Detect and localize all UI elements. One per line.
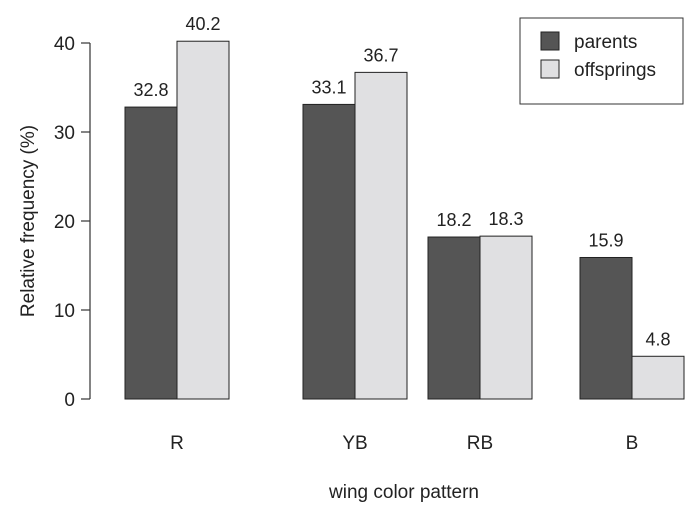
- bar-offsprings-YB: [354, 71, 408, 400]
- bar-parents-B: [579, 256, 633, 400]
- bar-parents-R: [124, 106, 178, 400]
- legend: parents offsprings: [519, 17, 684, 105]
- data-label: 32.8: [133, 80, 168, 100]
- y-axis: 0 10 20 30 40: [54, 34, 91, 411]
- bar-parents-RB: [427, 236, 481, 400]
- bar-offsprings-RB: [479, 235, 533, 400]
- data-label: 15.9: [588, 230, 623, 250]
- bars: [124, 40, 685, 400]
- y-tick-label: 40: [54, 34, 75, 55]
- data-label: 18.2: [436, 210, 471, 230]
- x-tick-label: B: [626, 433, 639, 454]
- y-tick-label: 10: [54, 301, 75, 322]
- data-label: 33.1: [311, 77, 346, 97]
- legend-swatch: [540, 31, 560, 51]
- bar-parents-YB: [302, 103, 356, 400]
- legend-label: parents: [574, 32, 637, 53]
- x-axis-labels: R YB RB B: [170, 433, 638, 454]
- y-tick-label: 30: [54, 123, 75, 144]
- y-axis-title: Relative frequency (%): [18, 125, 39, 317]
- data-label: 4.8: [645, 329, 670, 349]
- x-tick-label: YB: [342, 433, 367, 454]
- bar-offsprings-B: [631, 355, 685, 400]
- data-label: 36.7: [363, 45, 398, 65]
- data-labels: 32.8 40.2 33.1 36.7 18.2 18.3 15.9 4.8: [133, 14, 670, 349]
- legend-label: offsprings: [574, 60, 656, 81]
- y-tick-label: 20: [54, 212, 75, 233]
- x-tick-label: RB: [467, 433, 493, 454]
- x-tick-label: R: [170, 433, 184, 454]
- legend-swatch: [540, 59, 560, 79]
- data-label: 40.2: [185, 14, 220, 34]
- bar-offsprings-R: [176, 40, 230, 400]
- data-label: 18.3: [488, 209, 523, 229]
- y-tick-label: 0: [64, 390, 75, 411]
- x-axis-title: wing color pattern: [328, 482, 479, 503]
